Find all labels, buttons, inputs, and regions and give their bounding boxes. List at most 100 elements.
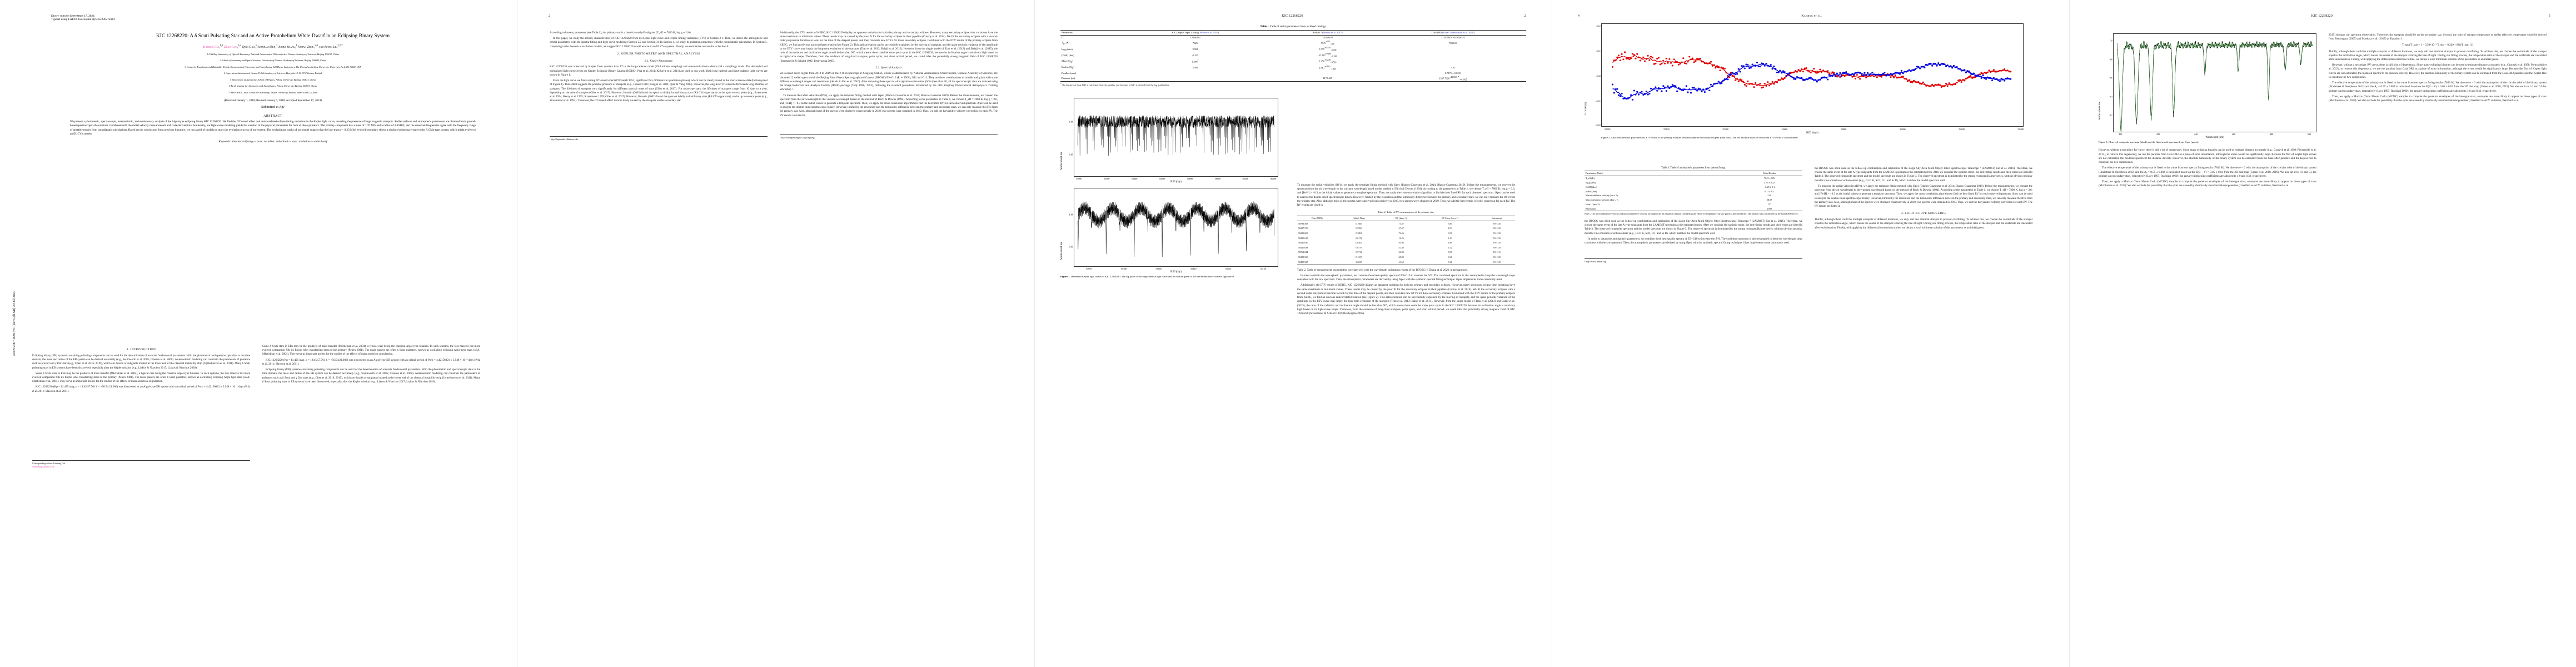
t3-col-parameters: Parameters (Units): [1586, 172, 1603, 175]
p4-para-4: To measure the radial velocities (RVs), …: [1815, 184, 2032, 208]
fig2-ytick--0.01: −0.01: [1595, 99, 1601, 103]
fig1-top-ylabel: Normalized Flux: [1060, 152, 1063, 170]
t2-col-date: Date (MJD): [1311, 217, 1323, 220]
table-row: 58783.508 0.1665 71.47 3.80 E9+G10: [1298, 222, 1501, 225]
fig1-bottom-plot: 1.00 0.95: [1069, 187, 1278, 267]
table-row: 58420.630 0.6202 50.06 4.86 E9+G10: [1298, 241, 1501, 245]
p2-para-5: Additionally, the ETV results of KEBC, K…: [780, 31, 998, 63]
p3-para-3: In order to obtain the atmospheric param…: [1297, 273, 1515, 282]
fig2-svg: [1611, 51, 2012, 101]
table-1-wrapper: Table 1. Table of stellar parameters fro…: [1060, 26, 1526, 87]
p5-para-5: Then, we apply a Markov Chain Monte Carl…: [2329, 94, 2547, 102]
fig1-bottom-ytick-1.00: 1.00: [1069, 213, 1073, 216]
fig1-top-ytick-1.00: 1.00: [1069, 120, 1073, 123]
fig3-xlabel: Wavelength (nm): [2205, 136, 2224, 139]
fig1-top-xlabel: BJD (day): [1170, 180, 1182, 183]
page5-col-left: Normalized Flux 1.0 0.8 0.6 0.4 0.2 400 4…: [2099, 33, 2316, 190]
table-1-caption: Table 1. Table of stellar parameters fro…: [1260, 26, 1327, 28]
page-1: arXiv:2007.09915v1 [astro-ph.SR] 20 Jul …: [0, 0, 517, 667]
p2-para-7: To measure the radial velocities (RVs), …: [780, 93, 998, 117]
fig3-ylabel: Normalized Flux: [2099, 102, 2101, 120]
running-head-page5: KIC 12268220: [2311, 14, 2333, 18]
corresponding-email[interactable]: cuikaiming1@bao.ac.cn: [32, 465, 54, 468]
section-heading-kepler: 2. KEPLER PHOTOMETRY AND SPECTRAL ANALYS…: [617, 52, 700, 56]
p2-para-3: KIC 12268220 was observed by Kepler from…: [550, 65, 768, 77]
fig1-bottom-xticks: 55095 55100 55105 55110 55115 55120: [1086, 267, 1266, 270]
table-row: 58420.618 0.6174 12.26 4.13 E9+G10: [1298, 236, 1501, 240]
table-row: Distance (pc) 1175.405 1337.7926+42.6601 *…: [1060, 75, 1526, 82]
affiliation-6: 6 Kavli Institute for Astronomy and Astr…: [229, 84, 317, 88]
page4-col-right: the BFOSC was often used as the follow-u…: [1815, 167, 2032, 232]
table-row: 58417.576 0.9293 47.47 4.53 E9+G10: [1298, 227, 1501, 230]
affiliation-5: 5 Department of Astronomy, School of Phy…: [230, 78, 316, 81]
t1-col-stellar17: Stellar17 (Mathur et al. 2017): [1312, 31, 1343, 34]
table-row: 58762.844 0.9712 36.83 7.86 E9+G11: [1298, 251, 1501, 254]
page5-number: 5: [2548, 14, 2550, 18]
fig2-ytick-0.01: 0.01: [1596, 49, 1601, 53]
fig3-ytick-0.6: 0.6: [2109, 76, 2112, 79]
p2-para-1: According to known parameters (see Table…: [550, 31, 691, 34]
table-row: Microturbulence velocity (km s⁻¹) 2.48: [1586, 194, 1772, 197]
draft-version: Draft version September 17, 2024: [51, 14, 94, 18]
p5-para-3: However, without a secondary RV curve, t…: [2329, 63, 2547, 79]
table-row: [Fe/H] (dex) -0.335 −0.360+0.200−0.300: [1062, 53, 1337, 58]
page5-col-right: 2015) through our spectrum observation. …: [2329, 33, 2547, 104]
corresponding-label: Corresponding author: Kaiming Cui: [32, 461, 66, 465]
table-row: Macroturbulence velocity (km s⁻¹) 28.57: [1586, 198, 1772, 202]
affiliation-4: 4 Copernicus Astronomical Centre, Polish…: [223, 72, 322, 75]
page2-footnote: ¹ http://keplerebs.villanova.edu: [550, 136, 768, 141]
fig1-bottom-xlabel: BJD (day): [1170, 270, 1182, 273]
p5-para-2: Thirdly, although there could be multipl…: [2329, 49, 2547, 61]
p3-para-4: Additionally, the ETV results of KEBC, K…: [1297, 283, 1515, 315]
subsection-kepler-photometry: 2.1. Kepler Photometry: [644, 59, 673, 63]
table-row: [M/H] (dex) −0.29 ± 0.1: [1586, 185, 1775, 188]
running-head-page3: KIC 12268220: [1282, 14, 1303, 18]
subsection-spectral-analysis: 2.2. Spectral Analysis: [875, 66, 902, 69]
p4-para-1: the BFOSC was often used as the follow-u…: [1585, 220, 1802, 235]
fig1-top-xticks: 55000 55200 55400 55600 55800 56000 56200 56400: [1076, 177, 1276, 180]
fig1-bottom-svg: [1077, 201, 1275, 257]
table-3: Parameters (Units) Fitted Results T_eff …: [1585, 171, 1802, 211]
running-head-page2: 2: [549, 14, 551, 18]
table-row: 58420.638 0.6179 52.30 4.12 E9+G10: [1298, 246, 1501, 249]
table-row: Parallax (mas) 0.7175 ± 0.0231: [1062, 71, 1462, 74]
t2-col-instrument: Instrument: [1492, 217, 1502, 220]
intro-paragraph-2: Some δ Scuti stars in EBs may be the pro…: [32, 371, 250, 384]
table-row: log g (dex) 3.75 ± 0.22: [1586, 181, 1775, 184]
fig3-ytick-0.4: 0.4: [2109, 95, 2112, 98]
t1-col-kic: KIC (Kepler Input Catalog; Brown et al. …: [1172, 31, 1219, 34]
table-3-note: Note—The microturbulence velocity and ma…: [1585, 212, 1798, 216]
fig3-ytick-1.0: 1.0: [2109, 39, 2112, 42]
affiliation-1: 1 CAS Key Laboratory of Optical Astronom…: [207, 52, 339, 56]
table-row: 58418.568 0.1537 68.80 8.61 E9+G10: [1298, 255, 1501, 258]
p4-para-3: the BFOSC was often used as the follow-u…: [1815, 167, 2032, 182]
t1-col-gaia: Gaia DR2 (Gaia Collaboration et al. 2018…: [1432, 31, 1474, 34]
page-4: 4 Kaiming et al. ETV (days) 0.02 0.01 0.…: [1552, 0, 2069, 667]
fig2-xticks: 55000 55200 55400 55600 55800 56000 56200 56400: [1605, 128, 2024, 131]
page-5: KIC 12268220 5 Normalized Flux 1.0 0.8 0…: [2070, 0, 2576, 667]
p5-para-4: The effective temperature of the primary…: [2329, 81, 2547, 93]
page4-footnote: ³ http://www.lamost.org: [1585, 258, 1802, 263]
t2-col-rverr: RV Error (km s⁻¹): [1442, 217, 1459, 220]
page2-col-left: According to known parameters (see Table…: [550, 31, 768, 141]
p4-para-2: In order to obtain the atmospheric param…: [1585, 237, 1802, 245]
equation-1: T_spot/T_star = 1 − 3.58×10⁻⁵ T_star − 0…: [2402, 44, 2473, 47]
fig1-top-ytick-0.95: 0.95: [1069, 153, 1073, 156]
typeset-line: Typeset using LATEX twocolumn style in A…: [51, 18, 116, 21]
table-row: ID 12268220 12268220 2135386791013636352: [1062, 36, 1465, 39]
intro-paragraph-5: KIC 12268220 (Kp = 11.425 mag, α = 19:45…: [262, 358, 480, 366]
p5-para-left-1: However, without a secondary RV curve, t…: [2099, 148, 2316, 165]
table-row: T_eff (K) 7843 ± 105: [1586, 177, 1775, 180]
page-2: 2 According to known parameters (see Tab…: [517, 0, 1034, 667]
table-row: 58419.609 0.3891 70.46 3.98 E9+G10: [1298, 232, 1501, 235]
intro-paragraph-6: Eclipsing binary (EB) systems containing…: [262, 368, 480, 384]
figure-2-caption: Figure 2. Anticorrelated and quasi-perio…: [1601, 136, 1798, 139]
t1-col-parameters: Parameters: [1062, 31, 1073, 34]
table-row: v sin i (km s⁻¹) 37: [1586, 202, 1771, 206]
t2-col-rv: RV (km s⁻¹): [1396, 217, 1407, 220]
t2-col-phase: Orbital Phase: [1352, 217, 1366, 220]
table-2: Date (MJD) Orbital Phase RV (km s⁻¹) RV …: [1297, 216, 1515, 265]
page3-number: 2: [1524, 14, 1526, 18]
fig1-bottom-ylabel: Normalized Flux: [1060, 242, 1063, 260]
p2-para-6: We secured seven nights from 2018 to 201…: [780, 72, 998, 92]
